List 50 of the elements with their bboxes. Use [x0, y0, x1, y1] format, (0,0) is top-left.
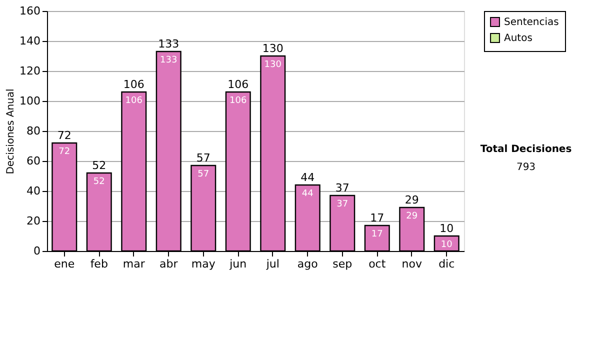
- x-tick-label: ene: [54, 258, 75, 270]
- total-label: 17: [370, 212, 384, 224]
- y-tick-label: 160: [20, 4, 40, 18]
- x-tick-label: sep: [332, 258, 352, 270]
- data-label: 52: [93, 177, 105, 187]
- text: Total Decisiones: [480, 144, 572, 155]
- y-tick-label: 20: [26, 214, 40, 228]
- y-tick-label: 40: [26, 184, 40, 198]
- y-tick-label: 0: [34, 244, 40, 258]
- data-label: 10: [440, 240, 453, 250]
- total-label: 133: [158, 38, 180, 50]
- data-label: 72: [58, 147, 70, 157]
- x-tick-label: mar: [122, 258, 146, 270]
- data-label: 106: [125, 96, 143, 106]
- total-label: 10: [440, 222, 454, 235]
- data-label: 57: [198, 170, 210, 180]
- y-tick-label: 100: [20, 94, 40, 108]
- x-tick-label: abr: [160, 258, 178, 270]
- total-label: 106: [123, 78, 144, 91]
- y-tick-label: 80: [26, 124, 40, 138]
- total-label: 52: [92, 159, 106, 172]
- x-tick-label: nov: [402, 258, 422, 270]
- y-tick-label: 120: [20, 64, 40, 78]
- legend-label: Autos: [504, 33, 532, 44]
- data-label: 130: [264, 60, 282, 70]
- total-label: 72: [57, 129, 72, 142]
- total-label: 130: [262, 42, 284, 55]
- data-label: 106: [230, 96, 247, 106]
- total-label: 29: [404, 194, 419, 206]
- total-label: 106: [228, 78, 249, 91]
- y-axis-title: Decisiones Anual: [6, 88, 17, 174]
- x-tick-label: ago: [297, 258, 318, 270]
- data-label: 29: [406, 212, 418, 222]
- x-tick-label: feb: [90, 258, 108, 270]
- total-label: 44: [300, 171, 315, 184]
- x-tick-label: dic: [438, 258, 455, 270]
- data-label: 133: [160, 56, 178, 66]
- total-label: 37: [335, 182, 350, 194]
- text: 793: [516, 162, 536, 173]
- x-tick-label: jun: [228, 258, 247, 270]
- legend-label: Sentencias: [504, 17, 559, 28]
- data-label: 44: [302, 189, 314, 199]
- total-label: 57: [196, 152, 210, 164]
- x-tick-label: jul: [265, 258, 280, 270]
- data-label: 37: [336, 200, 348, 210]
- y-tick-label: 140: [20, 34, 40, 48]
- x-tick-label: oct: [368, 258, 386, 270]
- x-tick-label: may: [191, 258, 216, 270]
- y-tick-label: 60: [26, 154, 40, 168]
- data-label: 17: [371, 230, 383, 240]
